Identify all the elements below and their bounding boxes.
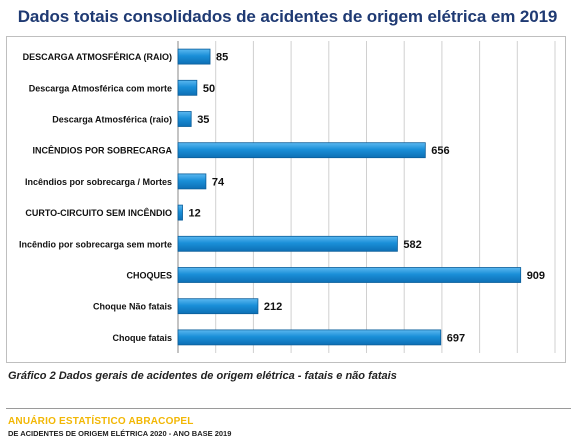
data-label: 12 — [189, 208, 201, 220]
figure-caption: Gráfico 2 Dados gerais de acidentes de o… — [8, 370, 397, 382]
category-label: Choque Não fatais — [93, 302, 172, 312]
category-label: INCÊNDIOS POR SOBRECARGA — [32, 145, 172, 156]
bar — [177, 142, 426, 159]
bar — [177, 79, 198, 96]
gridlines — [177, 41, 556, 353]
bar — [177, 235, 398, 252]
category-label: CHOQUES — [126, 271, 172, 281]
data-label: 85 — [216, 52, 228, 64]
chart-title: Dados totais consolidados de acidentes d… — [17, 7, 558, 26]
data-label: 74 — [212, 176, 225, 188]
footer-subtitle: DE ACIDENTES DE ORIGEM ELÉTRICA 2020 - A… — [8, 429, 232, 438]
bar — [177, 48, 211, 65]
bar — [177, 173, 207, 190]
category-label: CURTO-CIRCUITO SEM INCÊNDIO — [25, 207, 172, 218]
data-label: 656 — [431, 145, 449, 157]
footer-brand: ANUÁRIO ESTATÍSTICO ABRACOPEL — [8, 416, 194, 427]
bar — [177, 267, 522, 283]
category-label: Descarga Atmosférica (raio) — [52, 115, 172, 125]
bar-chart: DESCARGA ATMOSFÉRICA (RAIO) 85 Descarga At… — [19, 41, 556, 353]
footer-divider — [6, 408, 571, 409]
bar — [177, 298, 259, 315]
data-label: 697 — [447, 332, 465, 344]
labels: DESCARGA ATMOSFÉRICA (RAIO) 85 Descarga At… — [19, 52, 545, 345]
data-label: 212 — [264, 301, 282, 313]
bars — [177, 48, 522, 346]
bar — [177, 111, 192, 127]
bar — [177, 329, 442, 346]
category-label: Incêndios por sobrecarga / Mortes — [25, 177, 172, 187]
data-label: 909 — [527, 270, 545, 282]
category-label: Descarga Atmosférica com morte — [29, 83, 172, 93]
category-label: Incêndio por sobrecarga sem morte — [19, 239, 172, 249]
data-label: 582 — [403, 239, 421, 251]
category-label: Choque fatais — [112, 333, 172, 343]
category-label: DESCARGA ATMOSFÉRICA (RAIO) — [23, 52, 172, 62]
bar — [177, 204, 183, 221]
data-label: 35 — [197, 114, 209, 126]
data-label: 50 — [203, 83, 215, 95]
chart-area: DESCARGA ATMOSFÉRICA (RAIO) 85 Descarga At… — [6, 36, 566, 363]
